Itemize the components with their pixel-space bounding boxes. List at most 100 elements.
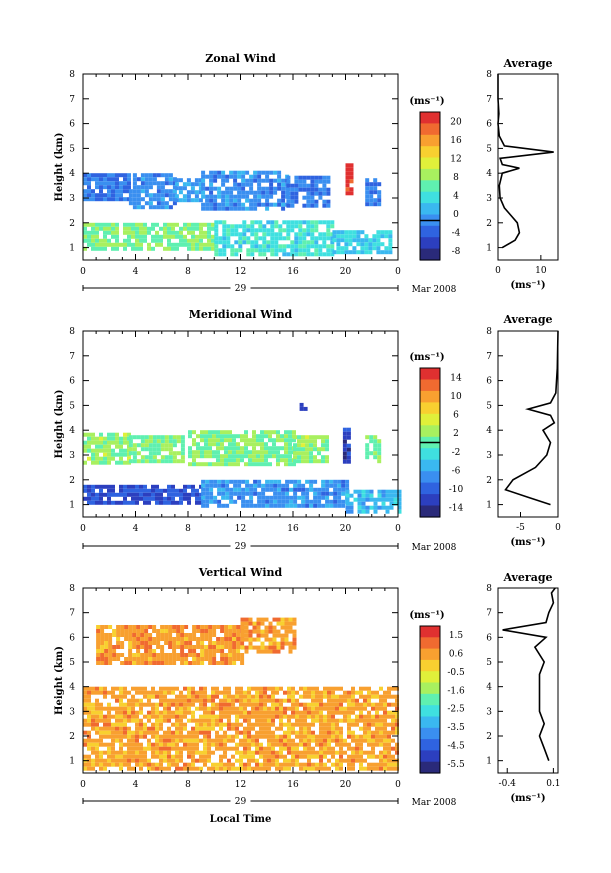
heatmap-cell	[135, 690, 139, 695]
heatmap-cell	[365, 443, 370, 448]
heatmap-cell	[287, 766, 291, 771]
heatmap-cell	[283, 738, 287, 743]
heatmap-cell	[315, 686, 319, 691]
heatmap-cell	[306, 220, 311, 225]
heatmap-cell	[265, 499, 270, 504]
heatmap-cell	[103, 750, 107, 755]
heatmap-cell	[111, 185, 115, 190]
heatmap-cell	[345, 191, 350, 196]
heatmap-cell	[351, 750, 355, 755]
heatmap-cell	[245, 194, 250, 199]
heatmap-cell	[311, 766, 315, 771]
heatmap-cell	[303, 706, 307, 711]
heatmap-cell	[168, 657, 173, 661]
heatmap-cell	[217, 170, 222, 175]
heatmap-cell	[208, 661, 213, 665]
colorbar-segment	[420, 390, 440, 403]
heatmap-cell	[111, 758, 115, 763]
heatmap-cell	[319, 698, 323, 703]
heatmap-cell	[347, 722, 351, 727]
heatmap-cell	[211, 710, 215, 715]
heatmap-cell	[271, 730, 275, 735]
heatmap-cell	[211, 718, 215, 723]
heatmap-cell	[155, 750, 159, 755]
heatmap-cell	[99, 738, 103, 743]
heatmap-cell	[322, 240, 327, 245]
heatmap-cell	[183, 686, 187, 691]
heatmap-cell	[395, 702, 399, 707]
heatmap-cell	[267, 718, 271, 723]
heatmap-cell	[355, 698, 359, 703]
heatmap-cell	[335, 766, 339, 771]
heatmap-cell	[306, 232, 311, 237]
heatmap-cell	[305, 455, 309, 460]
heatmap-cell	[248, 458, 252, 463]
heatmap-cell	[83, 730, 87, 735]
heatmap-cell	[297, 487, 302, 492]
heatmap-cell	[329, 491, 334, 496]
heatmap-cell	[235, 690, 239, 695]
heatmap-cell	[363, 698, 367, 703]
heatmap-cell	[91, 234, 95, 239]
heatmap-cell	[167, 492, 171, 497]
heatmap-cell	[263, 726, 267, 731]
heatmap-cell	[273, 202, 278, 207]
colorbar-tick-label: 8	[453, 173, 459, 183]
heatmap-cell	[279, 726, 283, 731]
heatmap-cell	[236, 442, 240, 447]
heatmap-cell	[388, 246, 393, 251]
heatmap-cell	[385, 497, 390, 502]
heatmap-cell	[265, 178, 270, 183]
heatmap-cell	[299, 710, 303, 715]
heatmap-cell	[365, 451, 370, 456]
heatmap-cell	[319, 750, 323, 755]
heatmap-cell	[356, 250, 361, 255]
heatmap-cell	[267, 710, 271, 715]
heatmap-cell	[258, 236, 263, 241]
heatmap-cell	[311, 746, 315, 751]
heatmap-cell	[325, 443, 329, 448]
heatmap-cell	[367, 710, 371, 715]
heatmap-cell	[265, 206, 270, 211]
heatmap-cell	[279, 702, 283, 707]
heatmap-cell	[115, 734, 119, 739]
heatmap-cell	[139, 484, 143, 489]
heatmap-cell	[208, 637, 213, 641]
heatmap-cell	[232, 649, 237, 653]
heatmap-cell	[282, 248, 287, 253]
heatmap-cell	[345, 183, 350, 188]
heatmap-cell	[131, 718, 135, 723]
heatmap-cell	[395, 762, 399, 767]
heatmap-cell	[216, 430, 220, 435]
heatmap-cell	[163, 750, 167, 755]
heatmap-cell	[179, 238, 183, 243]
heatmap-cell	[375, 722, 379, 727]
colorbar-segment	[420, 180, 440, 193]
y-tick-label: 4	[69, 169, 75, 179]
heatmap-cell	[241, 178, 246, 183]
heatmap-cell	[303, 406, 308, 411]
heatmap-cell	[83, 738, 87, 743]
heatmap-cell	[383, 714, 387, 719]
heatmap-cell	[284, 438, 288, 443]
heatmap-cell	[225, 174, 230, 179]
heatmap-cell	[359, 690, 363, 695]
heatmap-cell	[128, 451, 133, 456]
heatmap-cell	[159, 488, 163, 493]
heatmap-cell	[199, 492, 203, 497]
heatmap-cell	[96, 649, 101, 653]
heatmap-cell	[115, 722, 119, 727]
heatmap-cell	[330, 252, 335, 257]
heatmap-cell	[342, 427, 347, 432]
heatmap-cell	[180, 455, 185, 460]
month-label: Mar 2008	[412, 285, 457, 295]
heatmap-cell	[383, 738, 387, 743]
heatmap-cell	[391, 702, 395, 707]
heatmap-cell	[119, 762, 123, 767]
heatmap-cell	[292, 617, 297, 622]
heatmap-cell	[159, 714, 163, 719]
heatmap-cell	[191, 734, 195, 739]
heatmap-cell	[295, 718, 299, 723]
heatmap-cell	[315, 690, 319, 695]
heatmap-cell	[291, 730, 295, 735]
